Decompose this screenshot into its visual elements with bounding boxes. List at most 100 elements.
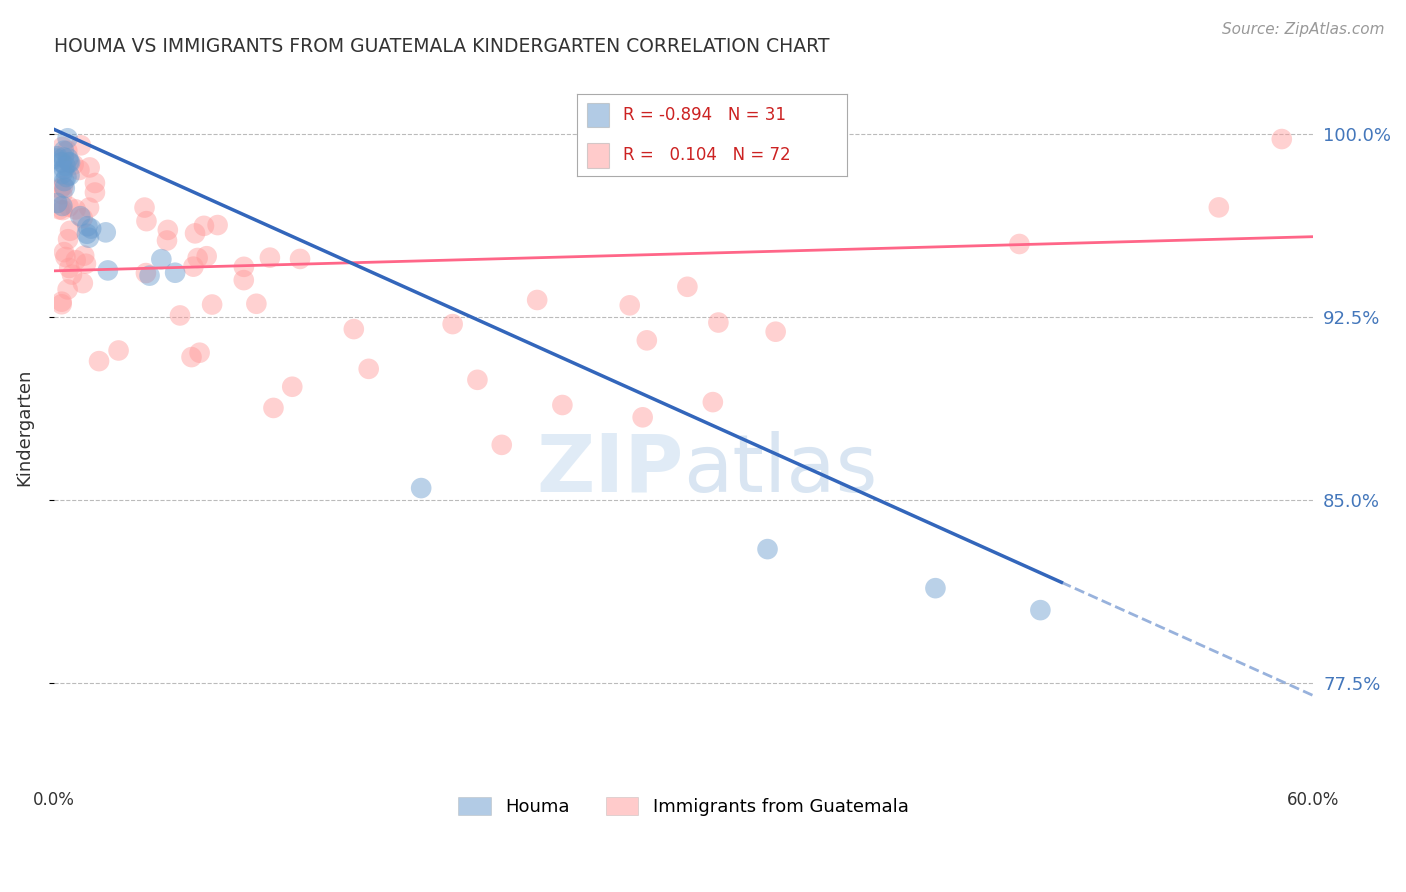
Point <box>60 268 83 282</box>
Point <box>343 322 366 336</box>
Point <box>80 221 103 235</box>
Point <box>46 149 69 163</box>
Point <box>53 162 76 177</box>
Point <box>924 581 946 595</box>
Point <box>262 401 284 415</box>
Point <box>232 273 254 287</box>
Point <box>72 211 94 226</box>
Point <box>288 252 311 266</box>
Point <box>201 297 224 311</box>
Point <box>65 253 87 268</box>
Point <box>58 169 80 183</box>
Point <box>56 232 79 246</box>
Point <box>676 280 699 294</box>
Point <box>1008 237 1031 252</box>
Point <box>58 260 80 275</box>
Point <box>169 309 191 323</box>
Point <box>193 219 215 233</box>
Point <box>62 157 84 171</box>
Point <box>79 161 101 175</box>
Text: ZIP: ZIP <box>536 431 683 508</box>
Point <box>53 174 76 188</box>
Point <box>73 249 96 263</box>
Point <box>97 263 120 277</box>
Point <box>94 225 117 239</box>
Point <box>75 257 97 271</box>
Point <box>281 380 304 394</box>
Point <box>53 181 76 195</box>
Point <box>46 196 69 211</box>
Point <box>76 219 98 234</box>
Point <box>51 297 73 311</box>
Point <box>52 202 75 217</box>
Point <box>56 282 79 296</box>
Point <box>48 202 70 217</box>
Point <box>135 214 157 228</box>
Point <box>207 218 229 232</box>
Point <box>180 350 202 364</box>
Point <box>51 140 73 154</box>
Point <box>45 152 67 166</box>
Point <box>357 362 380 376</box>
Point <box>619 298 641 312</box>
Point <box>77 230 100 244</box>
Point <box>51 167 73 181</box>
Point <box>51 294 73 309</box>
Point <box>52 179 75 194</box>
Point <box>87 354 110 368</box>
Point <box>56 151 79 165</box>
Point <box>76 227 98 241</box>
Point <box>59 155 82 169</box>
Point <box>184 227 207 241</box>
Point <box>707 316 730 330</box>
Point <box>72 276 94 290</box>
Point <box>49 182 72 196</box>
Text: HOUMA VS IMMIGRANTS FROM GUATEMALA KINDERGARTEN CORRELATION CHART: HOUMA VS IMMIGRANTS FROM GUATEMALA KINDE… <box>53 37 830 56</box>
Point <box>51 155 73 169</box>
Point <box>58 155 80 169</box>
Point <box>165 266 187 280</box>
Point <box>135 266 157 280</box>
Point <box>188 345 211 359</box>
Point <box>69 163 91 178</box>
Point <box>58 200 80 214</box>
Point <box>107 343 129 358</box>
Text: atlas: atlas <box>683 431 877 508</box>
Text: Source: ZipAtlas.com: Source: ZipAtlas.com <box>1222 22 1385 37</box>
Point <box>156 234 179 248</box>
Point <box>411 481 433 495</box>
Legend: Houma, Immigrants from Guatemala: Houma, Immigrants from Guatemala <box>450 788 918 825</box>
Point <box>150 252 173 267</box>
Point <box>56 144 79 158</box>
Point <box>56 131 79 145</box>
Point <box>551 398 574 412</box>
Point <box>702 395 724 409</box>
Point <box>765 325 787 339</box>
Point <box>195 249 218 263</box>
Point <box>65 202 87 217</box>
Point <box>636 334 658 348</box>
Point <box>232 260 254 274</box>
Point <box>441 317 464 331</box>
Point <box>526 293 548 307</box>
Point <box>51 187 73 202</box>
Point <box>59 224 82 238</box>
Point <box>52 144 75 158</box>
Point <box>55 250 77 264</box>
Point <box>259 251 281 265</box>
Point <box>84 186 107 200</box>
Point <box>84 176 107 190</box>
Point <box>631 410 654 425</box>
Point <box>69 209 91 223</box>
Point <box>134 201 156 215</box>
Y-axis label: Kindergarten: Kindergarten <box>15 368 32 486</box>
Point <box>1029 603 1052 617</box>
Point <box>77 201 100 215</box>
Point <box>187 251 209 265</box>
Point <box>1208 200 1230 214</box>
Point <box>467 373 489 387</box>
Point <box>183 260 205 274</box>
Point <box>52 151 75 165</box>
Point <box>55 169 77 184</box>
Point <box>1271 132 1294 146</box>
